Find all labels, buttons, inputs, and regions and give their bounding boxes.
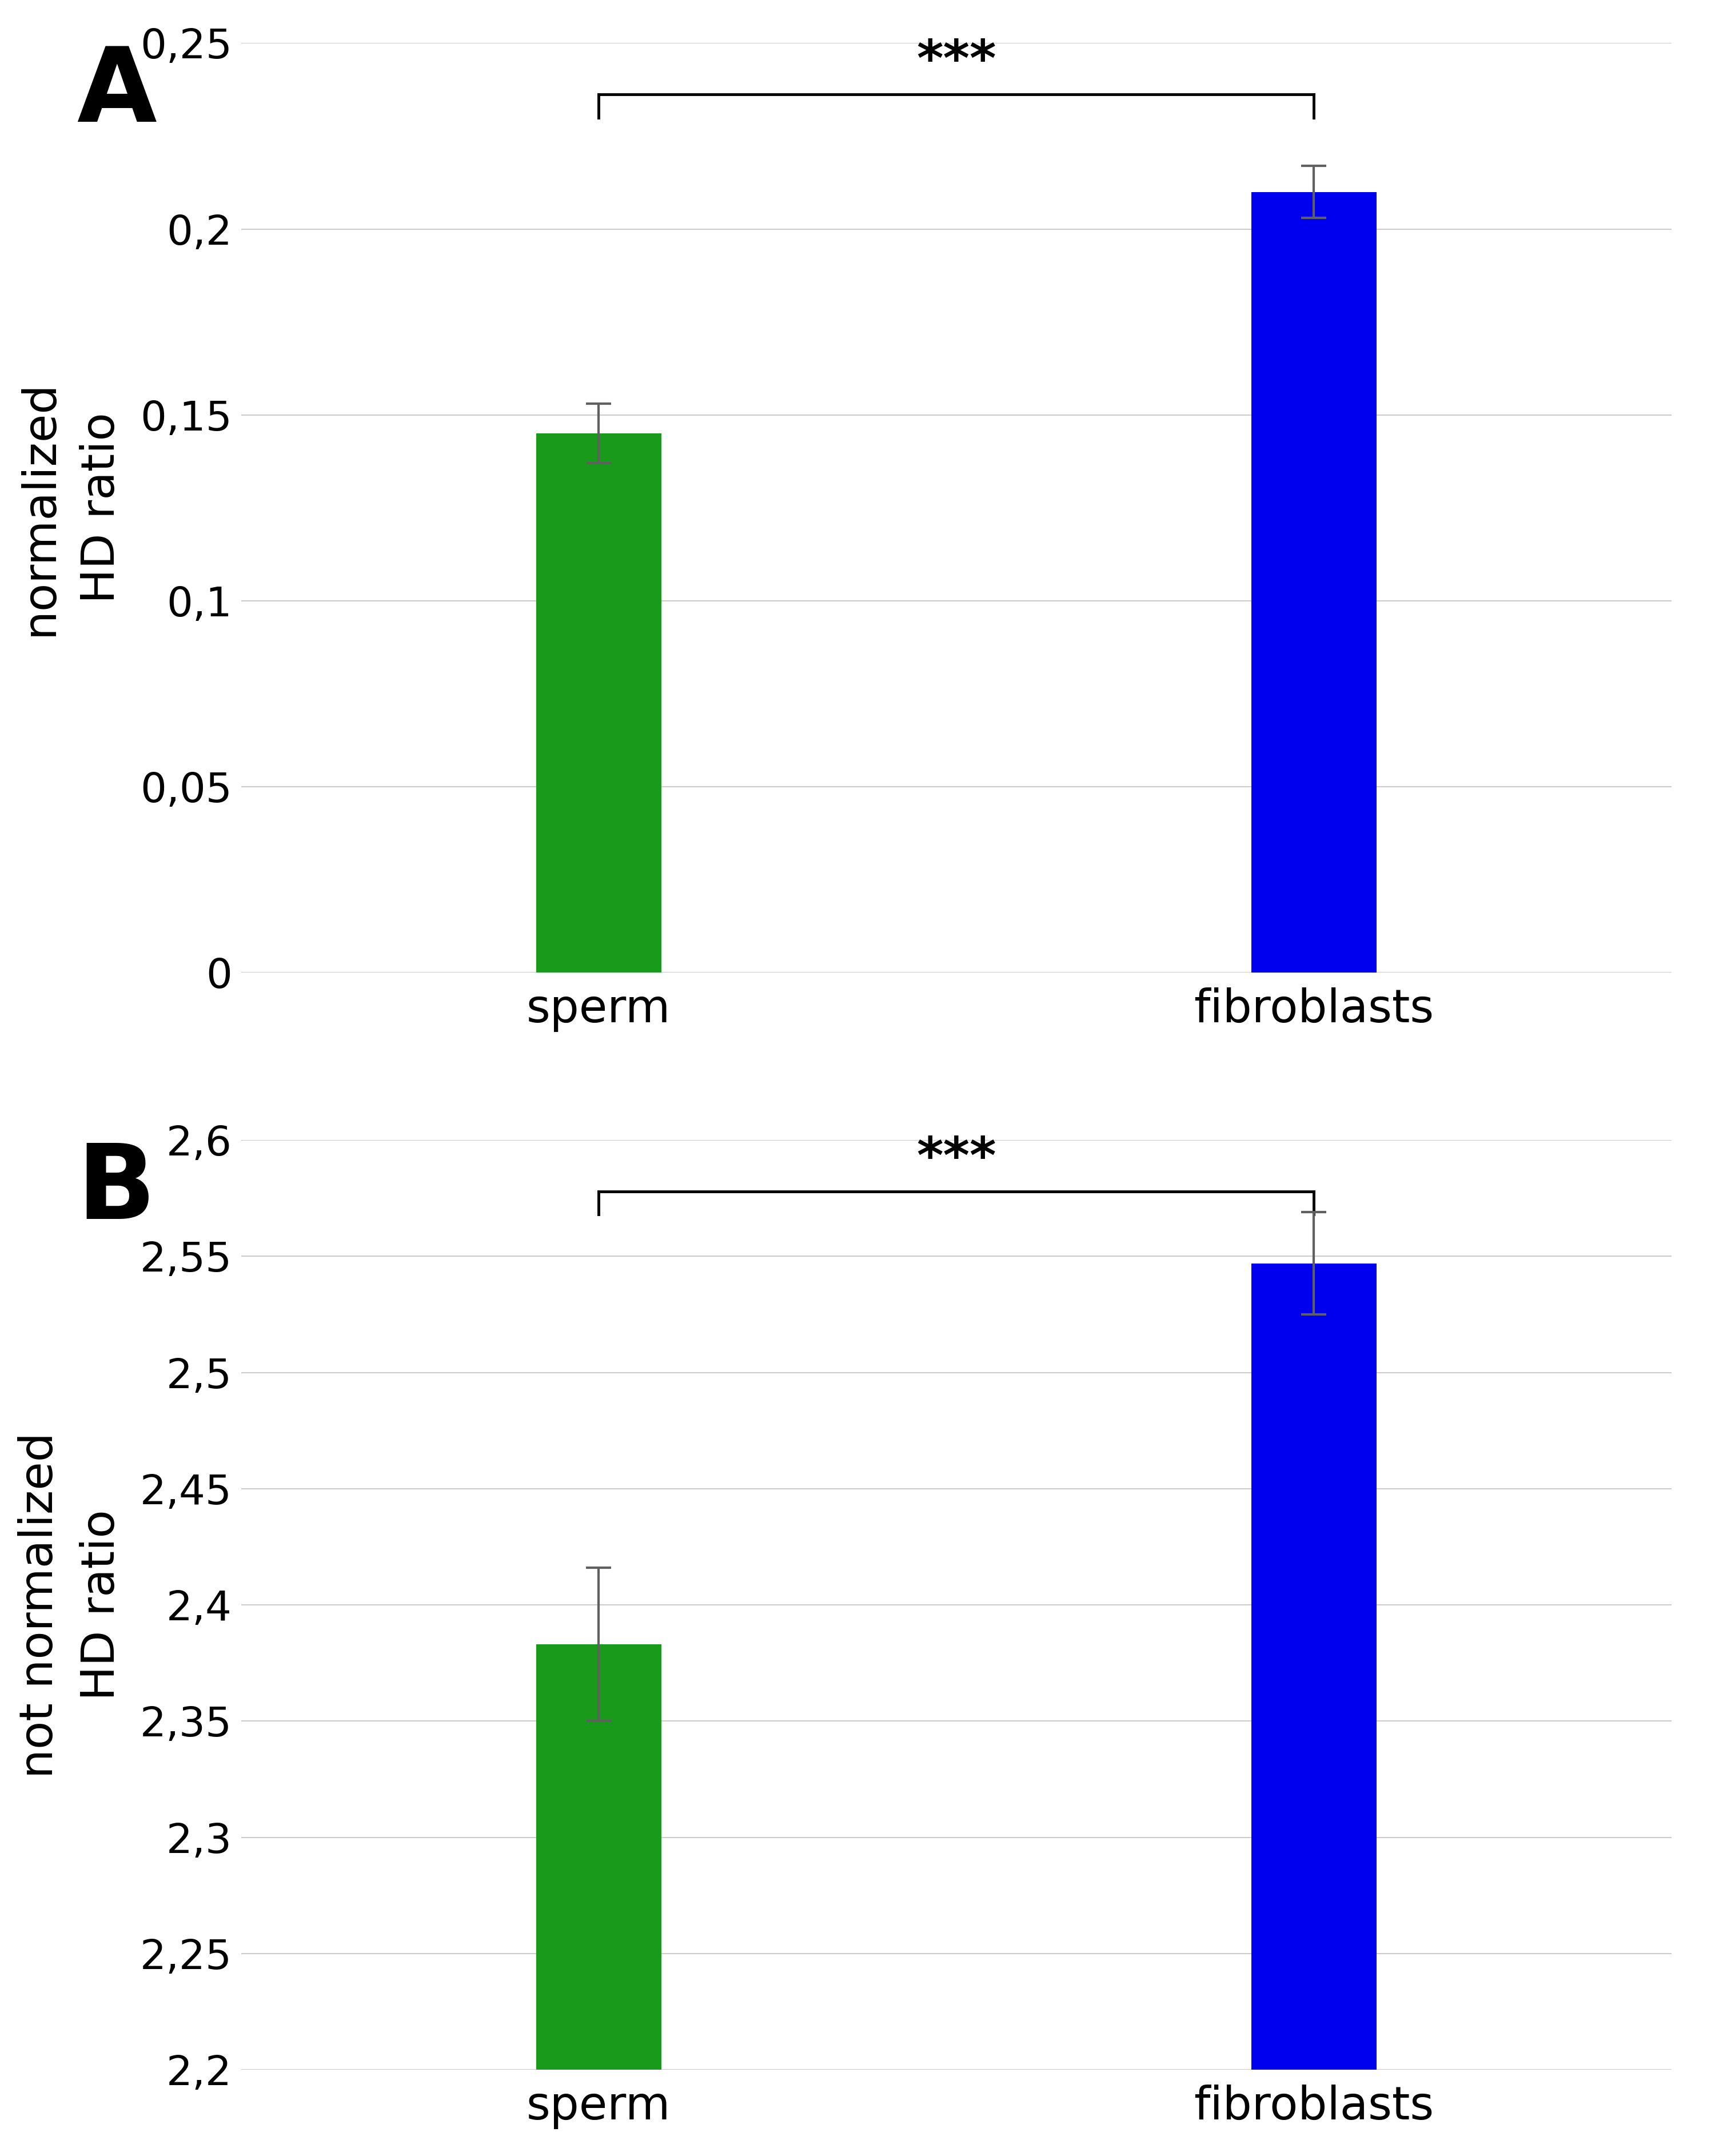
Y-axis label: not normalized
HD ratio: not normalized HD ratio — [17, 1432, 124, 1779]
Bar — [1251, 1263, 1377, 2070]
Text: ***: *** — [917, 37, 996, 86]
Text: B: B — [78, 1141, 155, 1240]
Bar — [1251, 192, 1377, 972]
Text: A: A — [78, 43, 157, 144]
Bar — [536, 433, 662, 972]
Y-axis label: normalized
HD ratio: normalized HD ratio — [17, 379, 124, 636]
Bar — [536, 1645, 662, 2070]
Text: ***: *** — [917, 1134, 996, 1184]
